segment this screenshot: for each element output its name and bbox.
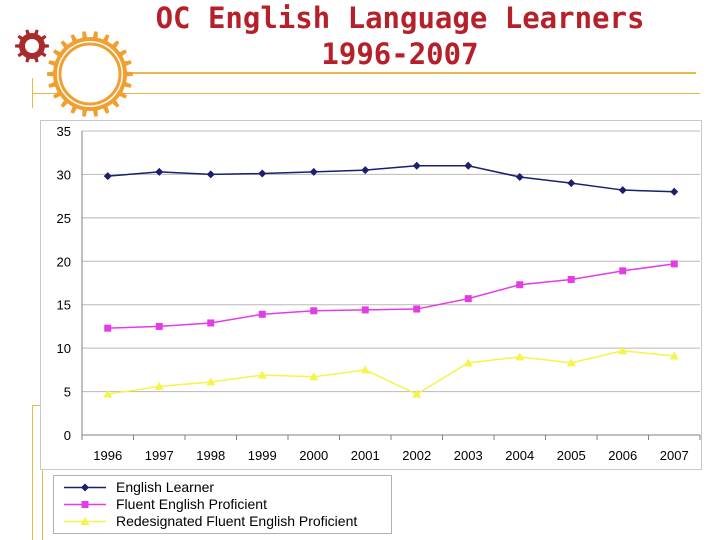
- legend-swatch-redesignated-fluent: [64, 517, 106, 525]
- side-rule-lower-inner: [42, 405, 43, 540]
- data-point-english-learner: [618, 186, 627, 195]
- data-point-redesignated-fluent-english-proficient: [566, 358, 576, 367]
- data-point-english-learner: [670, 187, 679, 196]
- data-point-redesignated-fluent-english-proficient: [412, 389, 422, 398]
- data-point-english-learner: [515, 173, 524, 182]
- data-point-redesignated-fluent-english-proficient: [463, 358, 473, 367]
- data-point-fluent-english-proficient: [619, 267, 627, 275]
- x-tick-label: 1996: [93, 448, 122, 463]
- y-tick-label: 20: [57, 254, 71, 269]
- series-line-fluent-english-proficient: [107, 263, 675, 329]
- side-rule-lower: [32, 405, 33, 540]
- data-point-redesignated-fluent-english-proficient: [669, 351, 679, 360]
- legend-marker-english-learner: [81, 483, 89, 492]
- x-tick-label: 2000: [299, 448, 328, 463]
- y-tick-label: 30: [57, 167, 71, 182]
- data-point-fluent-english-proficient: [516, 281, 524, 289]
- data-point-fluent-english-proficient: [155, 322, 163, 330]
- y-tick-label: 35: [57, 124, 71, 139]
- data-point-redesignated-fluent-english-proficient: [360, 365, 370, 374]
- data-point-english-learner: [206, 170, 215, 179]
- legend-swatch-english-learner: [64, 483, 106, 492]
- legend-label-fluent-english-proficient: Fluent English Proficient: [116, 496, 267, 512]
- x-tick-label: 1999: [248, 448, 277, 463]
- data-point-fluent-english-proficient: [670, 260, 678, 268]
- x-tick-label: 1997: [145, 448, 174, 463]
- legend-item-redesignated-fluent: Redesignated Fluent English Proficient: [62, 513, 387, 530]
- gear-icon: [15, 29, 49, 63]
- y-tick-label: 10: [57, 341, 71, 356]
- slide-title-line1: OC English Language Learners: [155, 1, 645, 35]
- side-rule-upper: [32, 78, 33, 108]
- title-underline: [96, 72, 696, 74]
- legend-item-english-learner: English Learner: [62, 479, 387, 496]
- data-point-fluent-english-proficient: [207, 319, 215, 327]
- x-tick-label: 2004: [505, 448, 534, 463]
- data-point-redesignated-fluent-english-proficient: [309, 372, 319, 381]
- data-point-fluent-english-proficient: [104, 324, 112, 332]
- data-point-fluent-english-proficient: [258, 310, 266, 318]
- legend-swatch-fluent-english-proficient: [64, 501, 106, 508]
- data-point-english-learner: [361, 166, 370, 175]
- legend-marker-fluent-english-proficient: [81, 501, 89, 508]
- slide-title: OC English Language Learners 1996-2007: [110, 0, 690, 72]
- x-tick-label: 2005: [557, 448, 586, 463]
- data-point-fluent-english-proficient: [464, 295, 472, 303]
- data-point-redesignated-fluent-english-proficient: [257, 370, 267, 379]
- data-point-english-learner: [309, 167, 318, 176]
- data-point-fluent-english-proficient: [361, 306, 369, 314]
- data-point-english-learner: [103, 172, 112, 181]
- data-point-fluent-english-proficient: [567, 276, 575, 284]
- chart-legend: English Learner Fluent English Proficien…: [53, 475, 392, 534]
- x-tick-label: 1998: [196, 448, 225, 463]
- y-tick-label: 0: [64, 428, 71, 443]
- data-point-english-learner: [155, 167, 164, 176]
- data-point-redesignated-fluent-english-proficient: [515, 352, 525, 361]
- series-line-redesignated-fluent-english-proficient: [107, 349, 675, 396]
- x-tick-label: 2006: [608, 448, 637, 463]
- y-tick-label: 5: [64, 385, 71, 400]
- x-tick-label: 2001: [351, 448, 380, 463]
- data-point-fluent-english-proficient: [310, 307, 318, 315]
- data-point-english-learner: [412, 161, 421, 170]
- x-tick-label: 2003: [454, 448, 483, 463]
- data-point-english-learner: [464, 161, 473, 170]
- side-rule-tick: [32, 405, 43, 406]
- series-line-english-learner: [107, 164, 675, 193]
- data-point-english-learner: [567, 179, 576, 188]
- legend-item-fluent-english-proficient: Fluent English Proficient: [62, 496, 387, 513]
- data-point-redesignated-fluent-english-proficient: [206, 377, 216, 386]
- header-rule: [32, 93, 700, 94]
- x-tick-label: 2007: [660, 448, 689, 463]
- data-point-redesignated-fluent-english-proficient: [618, 346, 628, 355]
- gear-outline-icon: [47, 31, 133, 117]
- legend-label-english-learner: English Learner: [116, 479, 215, 495]
- y-tick-label: 25: [57, 211, 71, 226]
- data-point-english-learner: [258, 169, 267, 178]
- data-point-fluent-english-proficient: [413, 305, 421, 313]
- data-point-redesignated-fluent-english-proficient: [154, 381, 164, 390]
- y-tick-label: 15: [57, 298, 71, 313]
- legend-marker-redesignated-fluent-english-proficient: [80, 517, 90, 525]
- data-point-redesignated-fluent-english-proficient: [103, 389, 113, 398]
- chart-frame: [40, 120, 702, 470]
- x-tick-label: 2002: [402, 448, 431, 463]
- slide-title-line2: 1996-2007: [321, 37, 479, 71]
- legend-label-redesignated-fluent: Redesignated Fluent English Proficient: [116, 513, 358, 529]
